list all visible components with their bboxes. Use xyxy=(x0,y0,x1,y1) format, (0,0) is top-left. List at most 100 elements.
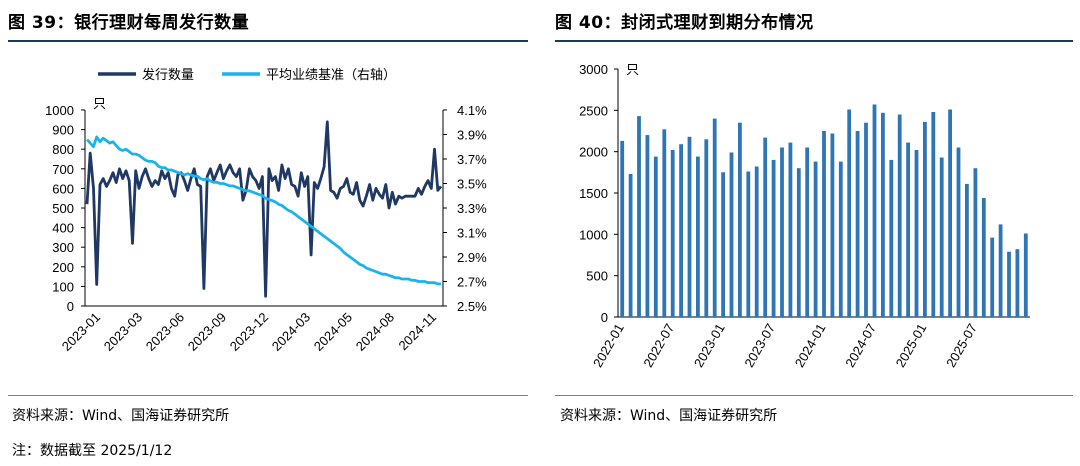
right-y-tick-label: 2.7% xyxy=(457,275,487,290)
right-y-tick-label: 3.3% xyxy=(457,201,487,216)
maturity-bar xyxy=(788,142,793,317)
bar-x-tick-label: 2024-07 xyxy=(842,321,879,370)
left-chart: 0 100 200 300 400 500 600 700 800 900 1000 只 2.5% 2.7… xyxy=(45,67,487,354)
left-source: 资料来源：Wind、国海证券研究所 xyxy=(12,408,230,424)
maturity-bar xyxy=(897,114,902,317)
maturity-bar xyxy=(620,140,625,317)
maturity-bar xyxy=(847,109,852,317)
bar-x-tick-label: 2024-01 xyxy=(792,321,829,370)
bar-y-tick-label: 1000 xyxy=(579,227,608,242)
left-y-tick-label: 800 xyxy=(52,142,74,157)
maturity-bar xyxy=(914,150,919,317)
left-y-tick-label: 500 xyxy=(52,201,74,216)
right-y-tick-label: 2.9% xyxy=(457,250,487,265)
x-tick-label: 2023-12 xyxy=(227,310,271,354)
maturity-bar xyxy=(653,156,658,317)
x-tick-label: 2024-03 xyxy=(269,310,313,354)
bar-x-tick-label: 2023-07 xyxy=(741,321,778,370)
bar-y-tick-label: 2500 xyxy=(579,103,608,118)
left-y-tick-label: 200 xyxy=(52,260,74,275)
left-y-unit: 只 xyxy=(93,96,106,111)
right-y-tick-label: 4.1% xyxy=(457,103,487,118)
maturity-bar xyxy=(637,116,641,317)
left-chart-title: 图 39：银行理财每周发行数量 xyxy=(8,13,250,33)
bar-x-tick-label: 2025-01 xyxy=(893,321,930,370)
maturity-bar xyxy=(796,168,801,317)
maturity-bar xyxy=(1023,233,1028,317)
right-y-tick-label: 2.5% xyxy=(457,299,487,314)
maturity-bar xyxy=(939,157,944,317)
bar-x-tick-label: 2023-01 xyxy=(691,321,728,370)
maturity-bar xyxy=(813,161,818,317)
left-y-tick-label: 1000 xyxy=(45,103,74,118)
maturity-bar xyxy=(1007,251,1011,317)
bar-x-tick-label: 2022-07 xyxy=(640,321,677,370)
maturity-bar xyxy=(990,237,995,317)
maturity-bar xyxy=(645,135,650,317)
x-tick-label: 2024-11 xyxy=(395,310,439,354)
left-y-tick-label: 600 xyxy=(52,181,74,196)
maturity-bar xyxy=(780,147,784,317)
maturity-bar xyxy=(973,168,978,317)
maturity-bar xyxy=(923,121,927,318)
x-tick-label: 2023-03 xyxy=(101,310,145,354)
right-chart-title: 图 40：封闭式理财到期分布情况 xyxy=(555,13,814,33)
legend-label-benchmark: 平均业绩基准（右轴） xyxy=(266,67,396,82)
maturity-bar xyxy=(704,139,709,317)
maturity-bar xyxy=(729,152,734,317)
bar-x-tick-label: 2022-01 xyxy=(590,321,627,370)
maturity-bar xyxy=(771,159,776,317)
maturity-bar xyxy=(1015,249,1020,317)
bar-y-unit: 只 xyxy=(626,62,639,77)
maturity-bar xyxy=(687,136,692,317)
maturity-bar xyxy=(754,166,759,317)
left-y-tick-label: 100 xyxy=(52,279,74,294)
maturity-bar xyxy=(721,172,725,317)
left-y-tick-label: 300 xyxy=(52,240,74,255)
left-y-tick-label: 0 xyxy=(67,299,74,314)
maturity-bar xyxy=(696,156,700,317)
left-source-rule xyxy=(8,395,528,396)
right-chart: 0 500 1000 1500 2000 2500 3000 只 2022-01 2022-07 2… xyxy=(579,62,1030,370)
maturity-bar xyxy=(981,198,986,317)
maturity-bar xyxy=(738,122,742,317)
maturity-bar xyxy=(965,183,969,317)
right-y-tick-label: 3.5% xyxy=(457,177,487,192)
x-tick-label: 2023-09 xyxy=(185,310,229,354)
maturity-bar xyxy=(906,142,910,317)
maturity-bar xyxy=(628,174,633,317)
left-title-rule xyxy=(8,40,528,42)
left-y-tick-label: 900 xyxy=(52,123,74,138)
maturity-bar xyxy=(881,112,885,317)
maturity-bar xyxy=(822,131,826,317)
left-note: 注：数据截至 2025/1/12 xyxy=(12,443,173,459)
maturity-bar xyxy=(830,133,835,317)
maturity-bar xyxy=(931,112,936,317)
maturity-bar xyxy=(805,147,810,317)
bar-y-tick-label: 3000 xyxy=(579,62,608,77)
bar-y-tick-label: 1500 xyxy=(579,186,608,201)
maturity-bar xyxy=(889,159,894,317)
bar-x-tick-label: 2025-07 xyxy=(943,321,980,370)
benchmark-line xyxy=(85,135,441,286)
right-y-tick-label: 3.9% xyxy=(457,128,487,143)
right-y-tick-label: 3.7% xyxy=(457,152,487,167)
bar-y-tick-label: 2000 xyxy=(579,145,608,160)
maturity-bar xyxy=(670,150,675,317)
maturity-bar xyxy=(838,161,843,317)
maturity-bar xyxy=(948,109,952,317)
maturity-bar xyxy=(872,104,877,317)
maturity-bar xyxy=(864,122,868,317)
left-y-tick-label: 700 xyxy=(52,162,74,177)
maturity-bar xyxy=(956,147,961,317)
right-source-rule xyxy=(555,395,1073,396)
left-y-tick-label: 400 xyxy=(52,221,74,236)
right-y-tick-label: 3.1% xyxy=(457,226,487,241)
right-title-rule xyxy=(555,40,1073,42)
x-tick-label: 2023-01 xyxy=(59,310,103,354)
issuance-line xyxy=(85,120,443,298)
maturity-bar xyxy=(763,137,768,317)
x-tick-label: 2024-08 xyxy=(353,310,397,354)
maturity-bar xyxy=(679,144,683,317)
right-source: 资料来源：Wind、国海证券研究所 xyxy=(560,408,778,424)
